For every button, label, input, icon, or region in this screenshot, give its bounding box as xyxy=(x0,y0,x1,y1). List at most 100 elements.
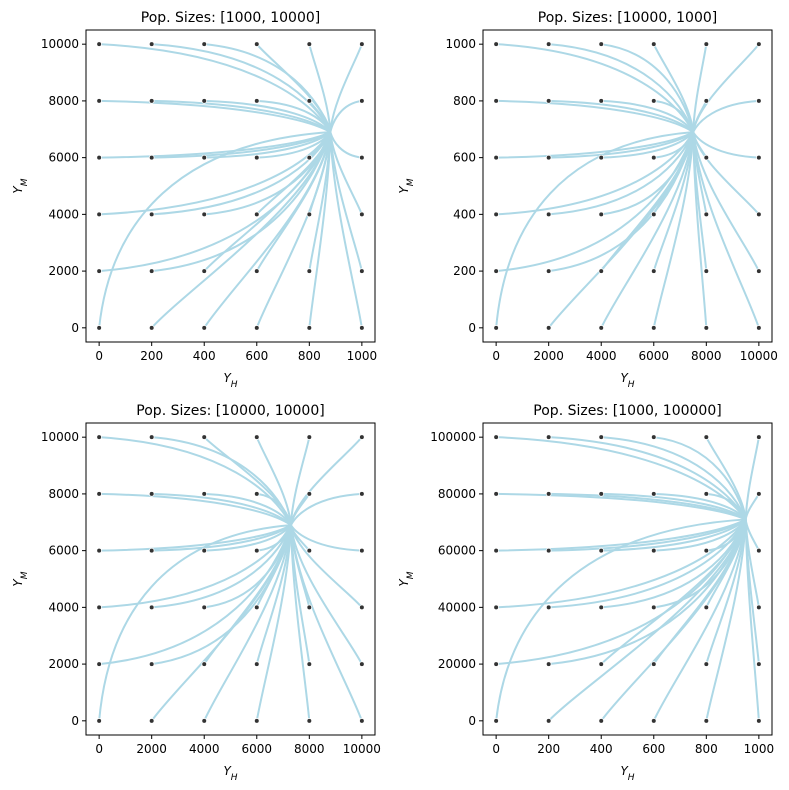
initial-point xyxy=(493,661,499,667)
initial-point xyxy=(306,98,313,104)
y-tick-label: 10000 xyxy=(41,37,79,51)
trajectory-line xyxy=(705,519,747,722)
trajectory-line xyxy=(256,131,332,216)
initial-point xyxy=(359,325,365,331)
trajectory-line xyxy=(496,131,694,159)
initial-point xyxy=(756,718,762,724)
trajectory-line xyxy=(653,492,747,521)
initial-point xyxy=(650,325,657,331)
trajectory-line xyxy=(151,99,331,133)
initial-point xyxy=(148,268,155,274)
initial-point xyxy=(545,434,552,440)
trajectory-line xyxy=(256,99,332,133)
trajectory-line xyxy=(547,131,695,329)
x-tick-label: 600 xyxy=(642,742,665,756)
x-tick-label: 0 xyxy=(95,349,103,363)
x-tick-label: 200 xyxy=(140,349,163,363)
x-tick-label: 1000 xyxy=(347,349,378,363)
initial-point xyxy=(703,154,710,161)
trajectory-line xyxy=(692,99,759,133)
y-tick-label: 2000 xyxy=(48,657,79,671)
initial-point xyxy=(201,325,208,331)
initial-point xyxy=(96,325,102,331)
trajectory-line xyxy=(99,524,292,666)
x-tick-label: 200 xyxy=(537,742,560,756)
initial-point xyxy=(253,98,260,104)
initial-point xyxy=(201,718,208,724)
y-tick-label: 8000 xyxy=(48,487,79,501)
initial-point xyxy=(96,661,102,667)
y-tick-label: 40000 xyxy=(438,600,476,614)
trajectory-line xyxy=(289,525,363,722)
initial-point xyxy=(756,98,762,104)
trajectory-line xyxy=(203,525,292,722)
trajectory-line xyxy=(601,99,695,133)
initial-point xyxy=(756,547,762,554)
initial-point xyxy=(598,325,605,331)
x-tick-label: 600 xyxy=(245,349,268,363)
initial-point xyxy=(756,325,762,331)
initial-point xyxy=(306,718,313,724)
x-tick-label: 400 xyxy=(590,742,613,756)
x-axis-label: YH xyxy=(223,764,237,783)
plot-frame xyxy=(482,422,773,736)
initial-point xyxy=(493,98,499,104)
initial-point xyxy=(703,211,710,218)
y-tick-label: 100000 xyxy=(430,430,476,444)
initial-point xyxy=(201,41,208,47)
initial-point xyxy=(148,325,155,331)
initial-point xyxy=(253,491,260,497)
initial-point xyxy=(253,268,260,274)
initial-point xyxy=(493,718,499,724)
initial-point xyxy=(650,434,657,440)
plot-frame xyxy=(85,422,376,736)
y-tick-label: 6000 xyxy=(48,151,79,165)
trajectory-line xyxy=(329,43,363,133)
initial-point xyxy=(148,661,155,667)
trajectory-line xyxy=(653,519,747,609)
initial-point xyxy=(756,604,762,611)
trajectory-line xyxy=(600,132,695,329)
trajectory-line xyxy=(329,131,362,159)
initial-point xyxy=(650,547,657,554)
initial-points xyxy=(493,41,762,331)
initial-point xyxy=(201,268,208,274)
trajectory-line xyxy=(705,519,747,608)
initial-point xyxy=(650,211,657,218)
initial-point xyxy=(96,41,102,47)
initial-point xyxy=(96,491,102,497)
initial-point xyxy=(703,268,710,274)
initial-point xyxy=(359,718,365,724)
initial-point xyxy=(756,491,762,497)
trajectory-line xyxy=(548,518,747,609)
initial-point xyxy=(306,491,313,497)
x-tick-label: 2000 xyxy=(136,742,167,756)
initial-point xyxy=(306,154,313,161)
trajectory-line xyxy=(329,132,363,215)
initial-point xyxy=(493,41,499,47)
trajectory-line xyxy=(653,131,695,159)
trajectory-line xyxy=(308,43,332,133)
x-tick-label: 6000 xyxy=(241,742,272,756)
trajectory-line xyxy=(289,525,311,665)
initial-points xyxy=(96,41,365,331)
initial-point xyxy=(96,718,102,724)
initial-point xyxy=(598,211,605,218)
trajectory-line xyxy=(601,518,747,552)
initial-point xyxy=(96,434,102,440)
y-tick-label: 20000 xyxy=(438,657,476,671)
trajectory-line xyxy=(255,436,292,526)
initial-point xyxy=(756,211,762,218)
trajectory-line xyxy=(308,132,332,215)
y-tick-label: 1000 xyxy=(445,37,476,51)
initial-point xyxy=(650,491,657,497)
trajectories xyxy=(495,436,760,722)
initial-point xyxy=(493,154,499,161)
initial-point xyxy=(306,325,313,331)
initial-point xyxy=(493,547,499,554)
trajectory-line xyxy=(99,524,292,609)
initial-point xyxy=(598,154,605,161)
subplot-2: Pop. Sizes: [10000, 1000]0 2000 4000 6000 80… xyxy=(397,10,778,390)
trajectory-line xyxy=(692,131,760,215)
initial-point xyxy=(359,491,365,497)
